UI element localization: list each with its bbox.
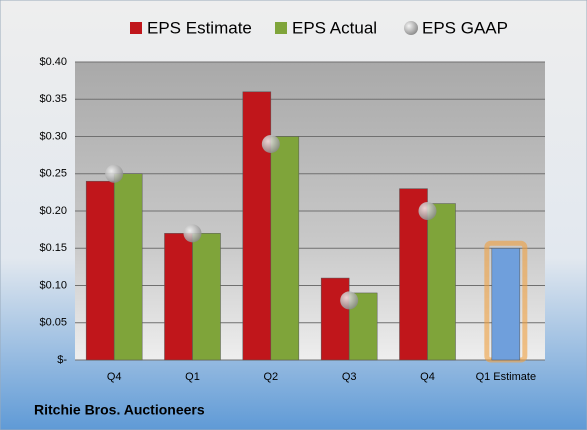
y-tick-label: $- [57,354,67,366]
gaap-marker [340,291,359,310]
bar [399,188,428,361]
x-tick-label: Q1 Estimate [476,371,537,383]
x-tick-label: Q4 [107,371,122,383]
y-tick-label: $0.05 [39,317,67,329]
bar [270,136,300,361]
y-tick-label: $0.20 [39,205,67,217]
projection-bar [491,248,521,361]
legend-label: EPS Actual [292,18,377,37]
y-tick-label: $0.10 [39,279,67,291]
gaap-marker [261,134,280,153]
chart-title: Ritchie Bros. Auctioneers [34,402,205,418]
gaap-marker [418,202,437,220]
bar [85,180,115,361]
y-tick-label: $0.35 [39,93,67,105]
x-tick-label: Q4 [420,371,435,383]
legend-marker [404,21,418,35]
bar [427,203,456,361]
bar [113,173,143,361]
y-tick-label: $0.30 [39,130,67,142]
y-tick-label: $0.25 [39,168,67,180]
legend-label: EPS GAAP [422,18,508,37]
bar [164,233,193,361]
x-tick-label: Q2 [263,371,278,383]
x-tick-label: Q3 [342,371,357,383]
legend-marker [275,22,287,34]
legend-marker [130,22,142,34]
bar [242,91,272,361]
bar [320,277,350,361]
legend-label: EPS Estimate [147,18,252,37]
y-tick-label: $0.15 [39,242,67,254]
x-tick-label: Q1 [185,371,200,383]
bar [192,233,221,361]
gaap-marker [105,164,124,183]
y-tick-label: $0.40 [39,56,67,68]
gaap-marker [183,224,202,243]
